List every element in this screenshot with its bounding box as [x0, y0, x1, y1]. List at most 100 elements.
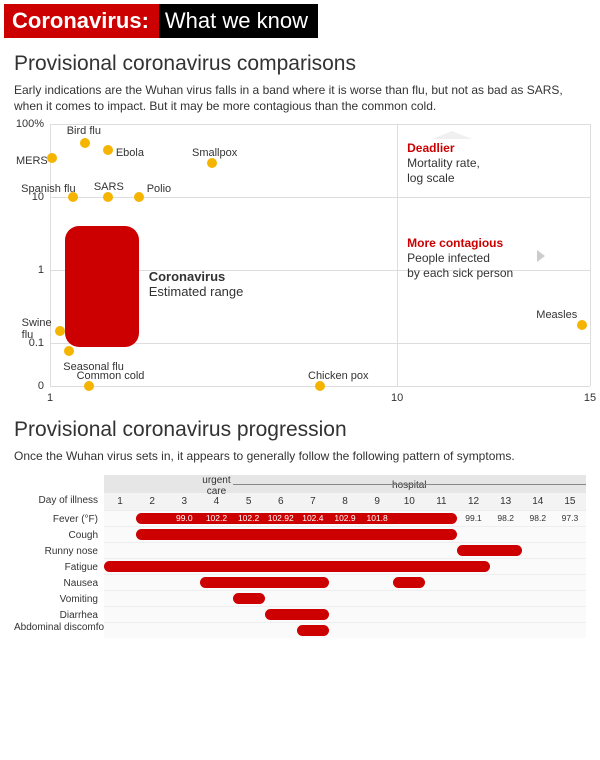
disease-label: Bird flu — [67, 125, 101, 137]
symptom-row — [104, 590, 586, 606]
gridline-v — [50, 124, 51, 386]
symptom-row — [104, 574, 586, 590]
coronavirus-range-block — [65, 226, 138, 346]
symptom-label: Nausea — [14, 574, 104, 590]
fever-temp: 102.2 — [233, 513, 265, 523]
day-header: 1 — [104, 493, 136, 510]
disease-label: Common cold — [77, 370, 145, 382]
disease-label: SARS — [94, 181, 124, 193]
day-header: 3 — [168, 493, 200, 510]
symptom-label: Vomiting — [14, 590, 104, 606]
symptom-bar — [393, 577, 425, 588]
progression-desc: Once the Wuhan virus sets in, it appears… — [14, 448, 586, 464]
day-header: 13 — [490, 493, 522, 510]
fever-temp: 97.3 — [554, 513, 586, 523]
day-header: 14 — [522, 493, 554, 510]
scatter-title: Provisional coronavirus comparisons — [14, 52, 586, 76]
disease-label: Smallpox — [192, 147, 237, 159]
y-tick: 0.1 — [10, 337, 44, 349]
symptom-bar — [265, 609, 329, 620]
symptom-row — [104, 622, 586, 638]
symptom-bar — [297, 625, 329, 636]
symptom-label: Fatigue — [14, 558, 104, 574]
header-red: Coronavirus: — [4, 4, 159, 38]
symptom-bar — [233, 593, 265, 604]
progression-title: Provisional coronavirus progression — [14, 418, 586, 442]
symptom-label: Diarrhea — [14, 606, 104, 622]
disease-dot — [207, 158, 217, 168]
fever-temp: 102.2 — [200, 513, 232, 523]
disease-dot — [134, 192, 144, 202]
care-band: urgent carehospital — [104, 475, 586, 493]
symptom-bar — [136, 529, 457, 540]
header-black: What we know — [159, 4, 318, 38]
symptom-label: Abdominal discomfort — [14, 622, 104, 638]
day-header: 6 — [265, 493, 297, 510]
progression-grid: urgent carehospitalDay of illness1234567… — [14, 475, 586, 638]
symptom-row — [104, 558, 586, 574]
day-header: 5 — [233, 493, 265, 510]
y-tick: 100% — [10, 118, 44, 130]
fever-temp: 99.0 — [168, 513, 200, 523]
disease-dot — [103, 145, 113, 155]
disease-dot — [103, 192, 113, 202]
disease-dot — [64, 346, 74, 356]
disease-label: MERS — [16, 155, 48, 167]
gridline-v — [590, 124, 591, 386]
disease-label: Chicken pox — [308, 370, 369, 382]
day-header: 2 — [136, 493, 168, 510]
fever-temp: 101.8 — [361, 513, 393, 523]
symptom-label: Runny nose — [14, 542, 104, 558]
y-tick: 0 — [10, 380, 44, 392]
disease-label: Ebola — [116, 147, 144, 159]
disease-dot — [80, 138, 90, 148]
gridline-v — [397, 124, 398, 386]
day-header: 7 — [297, 493, 329, 510]
disease-dot — [47, 153, 57, 163]
symptom-row — [104, 526, 586, 542]
page-header: Coronavirus: What we know — [4, 4, 596, 38]
fever-temp: 98.2 — [490, 513, 522, 523]
x-tick: 10 — [391, 392, 403, 404]
legend-contagious: More contagiousPeople infectedby each si… — [407, 236, 513, 281]
fever-temp: 98.2 — [522, 513, 554, 523]
hospital-line — [233, 484, 586, 485]
chevron-right-icon — [537, 250, 545, 262]
symptom-bar — [457, 545, 521, 556]
y-tick: 1 — [10, 264, 44, 276]
disease-label: Polio — [147, 183, 171, 195]
disease-label: Measles — [536, 309, 577, 321]
fever-temp: 99.1 — [457, 513, 489, 523]
fever-temp: 102.4 — [297, 513, 329, 523]
disease-dot — [55, 326, 65, 336]
coronavirus-range-label: CoronavirusEstimated range — [149, 269, 244, 299]
symptom-row: 99.0102.2102.2102.92102.4102.9101.899.19… — [104, 510, 586, 526]
chevron-up-icon — [432, 131, 472, 139]
symptom-label: Fever (°F) — [14, 510, 104, 526]
day-header: 10 — [393, 493, 425, 510]
day-of-illness-label: Day of illness — [14, 493, 104, 510]
day-header: 11 — [425, 493, 457, 510]
y-tick: 10 — [10, 191, 44, 203]
symptom-row — [104, 542, 586, 558]
legend-deadlier: DeadlierMortality rate,log scale — [407, 141, 480, 186]
gridline-h — [50, 197, 590, 198]
disease-dot — [315, 381, 325, 391]
day-header: 12 — [457, 493, 489, 510]
disease-dot — [84, 381, 94, 391]
day-header: 15 — [554, 493, 586, 510]
day-header: 8 — [329, 493, 361, 510]
fever-temp: 102.92 — [265, 513, 297, 523]
hospital-label: hospital — [233, 480, 586, 491]
blank — [14, 475, 104, 493]
fever-temp: 102.9 — [329, 513, 361, 523]
symptom-bar — [104, 561, 490, 572]
progression-chart: urgent carehospitalDay of illness1234567… — [14, 475, 586, 638]
scatter-plot-area: CoronavirusEstimated rangeMERSBird fluEb… — [50, 124, 590, 386]
symptom-row — [104, 606, 586, 622]
disease-dot — [577, 320, 587, 330]
symptom-bar — [200, 577, 329, 588]
urgent-care-label: urgent care — [200, 475, 232, 497]
gridline-h — [50, 124, 590, 125]
day-header: 9 — [361, 493, 393, 510]
